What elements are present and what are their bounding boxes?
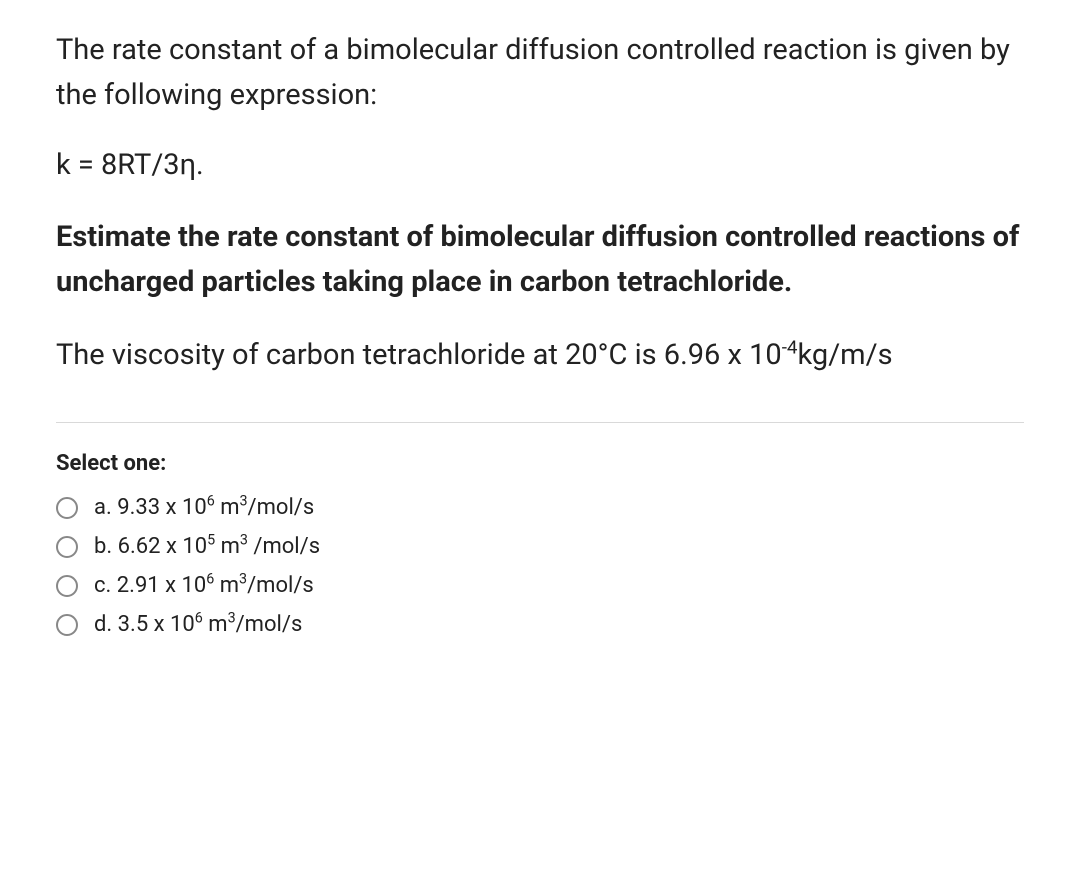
radio-icon[interactable] xyxy=(56,575,78,597)
option-c[interactable]: c. 2.91 x 106 m3/mol/s xyxy=(56,566,1024,605)
option-letter: b. xyxy=(94,534,118,559)
option-mid: m xyxy=(203,612,228,637)
viscosity-info: The viscosity of carbon tetrachloride at… xyxy=(56,333,1024,378)
option-tail: /mol/s xyxy=(247,573,314,598)
radio-icon[interactable] xyxy=(56,536,78,558)
option-a-label: a. 9.33 x 106 m3/mol/s xyxy=(94,495,314,520)
option-value: 6.62 x 10 xyxy=(118,534,207,559)
option-unit-exp: 3 xyxy=(239,494,247,510)
radio-icon[interactable] xyxy=(56,497,78,519)
option-tail: /mol/s xyxy=(248,495,315,520)
option-d[interactable]: d. 3.5 x 106 m3/mol/s xyxy=(56,605,1024,644)
option-exp: 6 xyxy=(195,611,203,627)
option-d-label: d. 3.5 x 106 m3/mol/s xyxy=(94,612,302,637)
option-mid: m xyxy=(215,534,240,559)
option-value: 3.5 x 10 xyxy=(118,612,195,637)
option-b[interactable]: b. 6.62 x 105 m3 /mol/s xyxy=(56,527,1024,566)
divider xyxy=(56,422,1024,423)
question-container: The rate constant of a bimolecular diffu… xyxy=(0,0,1080,684)
rate-equation: k = 8RT/3η. xyxy=(56,144,1024,188)
option-unit-exp: 3 xyxy=(239,572,247,588)
option-mid: m xyxy=(215,495,240,520)
option-tail: /mol/s xyxy=(236,612,303,637)
option-value: 9.33 x 10 xyxy=(117,495,206,520)
option-tail: /mol/s xyxy=(248,534,320,559)
option-value: 2.91 x 10 xyxy=(117,573,206,598)
select-one-label: Select one: xyxy=(56,451,1024,476)
option-b-label: b. 6.62 x 105 m3 /mol/s xyxy=(94,534,320,559)
question-intro: The rate constant of a bimolecular diffu… xyxy=(56,28,1024,118)
option-mid: m xyxy=(214,573,239,598)
option-letter: d. xyxy=(94,612,118,637)
option-exp: 6 xyxy=(207,494,215,510)
prompt-bold: Estimate the rate constant of bimolecula… xyxy=(56,220,1019,299)
viscosity-unit: kg/m/s xyxy=(798,338,893,372)
option-letter: a. xyxy=(94,495,117,520)
option-a[interactable]: a. 9.33 x 106 m3/mol/s xyxy=(56,488,1024,527)
prompt-period: . xyxy=(784,265,792,299)
option-exp: 5 xyxy=(207,533,215,549)
option-unit-exp: 3 xyxy=(228,611,236,627)
viscosity-exponent: -4 xyxy=(782,337,798,359)
radio-icon[interactable] xyxy=(56,614,78,636)
question-prompt: Estimate the rate constant of bimolecula… xyxy=(56,215,1024,305)
option-c-label: c. 2.91 x 106 m3/mol/s xyxy=(94,573,314,598)
option-letter: c. xyxy=(94,573,117,598)
viscosity-prefix: The viscosity of carbon tetrachloride at… xyxy=(56,338,782,372)
option-unit-exp: 3 xyxy=(240,533,248,549)
